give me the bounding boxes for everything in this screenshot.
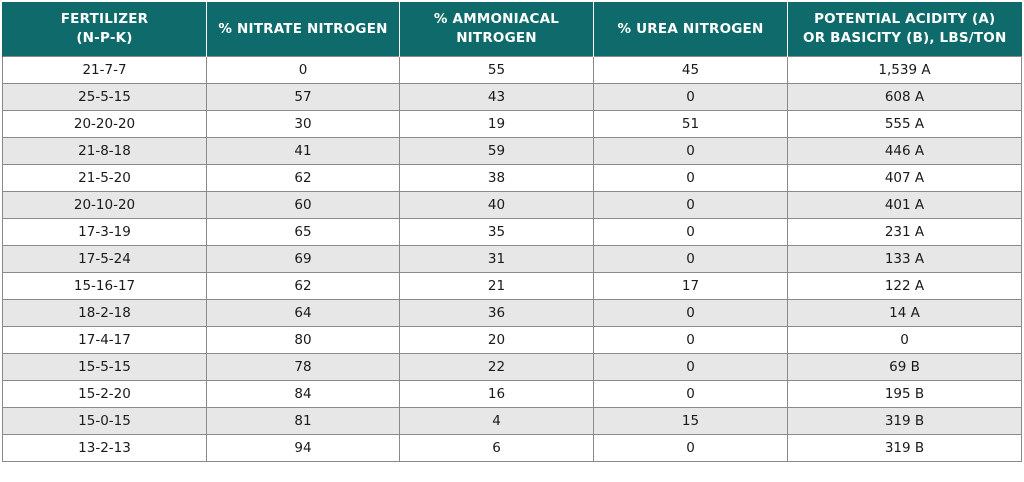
acidity-cell: 195 B: [787, 380, 1022, 408]
acidity-cell: 401 A: [787, 191, 1022, 219]
acidity-cell: 14 A: [787, 299, 1022, 327]
fertilizer-cell: 17-5-24: [2, 245, 207, 273]
nitrate-cell: 62: [206, 272, 400, 300]
ammoniacal-cell: 43: [399, 83, 594, 111]
fertilizer-cell: 17-4-17: [2, 326, 207, 354]
urea-cell: 0: [593, 326, 788, 354]
fertilizer-cell: 15-16-17: [2, 272, 207, 300]
ammoniacal-cell: 6: [399, 434, 594, 462]
header-ammoniacal-nitrogen: % AMMONIACAL NITROGEN: [399, 2, 594, 57]
ammoniacal-cell: 20: [399, 326, 594, 354]
table-row: 21-5-20 62 38 0 407 A: [2, 164, 1022, 192]
fertilizer-table: FERTILIZER (N-P-K) % NITRATE NITROGEN % A…: [2, 2, 1022, 462]
table-header-row: FERTILIZER (N-P-K) % NITRATE NITROGEN % A…: [2, 2, 1022, 57]
urea-cell: 0: [593, 434, 788, 462]
urea-cell: 0: [593, 137, 788, 165]
nitrate-cell: 69: [206, 245, 400, 273]
acidity-cell: 69 B: [787, 353, 1022, 381]
ammoniacal-cell: 55: [399, 56, 594, 84]
urea-cell: 0: [593, 164, 788, 192]
urea-cell: 0: [593, 380, 788, 408]
ammoniacal-cell: 40: [399, 191, 594, 219]
header-nitrate-nitrogen: % NITRATE NITROGEN: [206, 2, 400, 57]
nitrate-cell: 62: [206, 164, 400, 192]
table-row: 15-5-15 78 22 0 69 B: [2, 353, 1022, 381]
acidity-cell: 446 A: [787, 137, 1022, 165]
table-row: 15-2-20 84 16 0 195 B: [2, 380, 1022, 408]
ammoniacal-cell: 31: [399, 245, 594, 273]
table-row: 18-2-18 64 36 0 14 A: [2, 299, 1022, 327]
ammoniacal-cell: 4: [399, 407, 594, 435]
nitrate-cell: 84: [206, 380, 400, 408]
fertilizer-cell: 17-3-19: [2, 218, 207, 246]
header-fertilizer: FERTILIZER (N-P-K): [2, 2, 207, 57]
ammoniacal-cell: 36: [399, 299, 594, 327]
urea-cell: 0: [593, 353, 788, 381]
ammoniacal-cell: 21: [399, 272, 594, 300]
nitrate-cell: 60: [206, 191, 400, 219]
nitrate-cell: 78: [206, 353, 400, 381]
urea-cell: 0: [593, 218, 788, 246]
fertilizer-cell: 21-7-7: [2, 56, 207, 84]
table-row: 20-10-20 60 40 0 401 A: [2, 191, 1022, 219]
fertilizer-table-container: FERTILIZER (N-P-K) % NITRATE NITROGEN % A…: [2, 2, 1022, 462]
acidity-cell: 0: [787, 326, 1022, 354]
fertilizer-cell: 15-0-15: [2, 407, 207, 435]
urea-cell: 45: [593, 56, 788, 84]
urea-cell: 0: [593, 245, 788, 273]
table-row: 13-2-13 94 6 0 319 B: [2, 434, 1022, 462]
table-row: 17-5-24 69 31 0 133 A: [2, 245, 1022, 273]
fertilizer-cell: 20-10-20: [2, 191, 207, 219]
acidity-cell: 122 A: [787, 272, 1022, 300]
table-row: 21-7-7 0 55 45 1,539 A: [2, 56, 1022, 84]
fertilizer-cell: 25-5-15: [2, 83, 207, 111]
urea-cell: 0: [593, 299, 788, 327]
fertilizer-cell: 21-5-20: [2, 164, 207, 192]
ammoniacal-cell: 19: [399, 110, 594, 138]
acidity-cell: 231 A: [787, 218, 1022, 246]
urea-cell: 15: [593, 407, 788, 435]
table-row: 15-16-17 62 21 17 122 A: [2, 272, 1022, 300]
urea-cell: 51: [593, 110, 788, 138]
acidity-cell: 1,539 A: [787, 56, 1022, 84]
ammoniacal-cell: 22: [399, 353, 594, 381]
nitrate-cell: 94: [206, 434, 400, 462]
urea-cell: 0: [593, 191, 788, 219]
nitrate-cell: 65: [206, 218, 400, 246]
fertilizer-cell: 20-20-20: [2, 110, 207, 138]
table-row: 20-20-20 30 19 51 555 A: [2, 110, 1022, 138]
fertilizer-cell: 15-2-20: [2, 380, 207, 408]
nitrate-cell: 0: [206, 56, 400, 84]
fertilizer-cell: 21-8-18: [2, 137, 207, 165]
ammoniacal-cell: 38: [399, 164, 594, 192]
table-row: 15-0-15 81 4 15 319 B: [2, 407, 1022, 435]
fertilizer-cell: 15-5-15: [2, 353, 207, 381]
urea-cell: 0: [593, 83, 788, 111]
ammoniacal-cell: 59: [399, 137, 594, 165]
fertilizer-cell: 18-2-18: [2, 299, 207, 327]
acidity-cell: 555 A: [787, 110, 1022, 138]
nitrate-cell: 80: [206, 326, 400, 354]
table-row: 17-3-19 65 35 0 231 A: [2, 218, 1022, 246]
header-potential-acidity: POTENTIAL ACIDITY (A) OR BASICITY (B), LB…: [787, 2, 1022, 57]
table-body: 21-7-7 0 55 45 1,539 A 25-5-15 57 43 0 608 A 20-20…: [2, 56, 1022, 462]
table-row: 21-8-18 41 59 0 446 A: [2, 137, 1022, 165]
ammoniacal-cell: 35: [399, 218, 594, 246]
ammoniacal-cell: 16: [399, 380, 594, 408]
nitrate-cell: 81: [206, 407, 400, 435]
urea-cell: 17: [593, 272, 788, 300]
acidity-cell: 319 B: [787, 434, 1022, 462]
acidity-cell: 133 A: [787, 245, 1022, 273]
acidity-cell: 407 A: [787, 164, 1022, 192]
nitrate-cell: 64: [206, 299, 400, 327]
nitrate-cell: 57: [206, 83, 400, 111]
nitrate-cell: 41: [206, 137, 400, 165]
table-row: 25-5-15 57 43 0 608 A: [2, 83, 1022, 111]
acidity-cell: 608 A: [787, 83, 1022, 111]
fertilizer-cell: 13-2-13: [2, 434, 207, 462]
table-row: 17-4-17 80 20 0 0: [2, 326, 1022, 354]
nitrate-cell: 30: [206, 110, 400, 138]
header-urea-nitrogen: % UREA NITROGEN: [593, 2, 788, 57]
acidity-cell: 319 B: [787, 407, 1022, 435]
